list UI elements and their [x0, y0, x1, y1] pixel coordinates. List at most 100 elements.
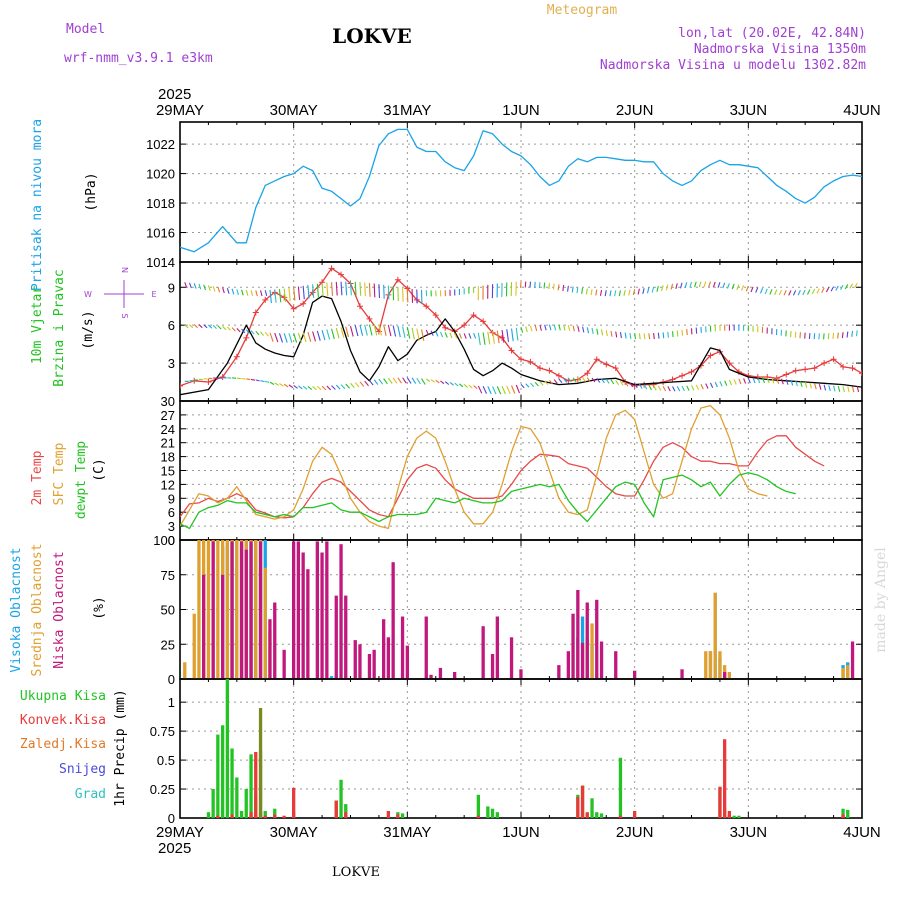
wind-direction-arrow	[340, 281, 343, 296]
wind-speed-point	[555, 372, 562, 379]
top-date-29may: 29MAY	[156, 102, 204, 119]
bar-ukupna-kisa	[344, 804, 348, 818]
temperature-ytick-label: 3	[168, 519, 175, 534]
wind-direction-arrow	[378, 284, 381, 299]
wind-direction-arrow	[340, 384, 346, 390]
wind-direction-arrow	[762, 377, 766, 384]
bar-srednja-oblacnost	[727, 672, 731, 679]
wind-speed-point	[536, 365, 543, 372]
wind-direction-arrow	[717, 282, 721, 288]
bar-srednja-oblacnost	[713, 592, 717, 679]
wind-direction-arrow	[397, 377, 402, 384]
series-line-2m-temp	[180, 435, 825, 519]
wind-direction-arrow	[236, 289, 240, 295]
wind-direction-arrow	[430, 379, 435, 383]
bar-srednja-oblacnost	[192, 613, 196, 679]
wind-direction-arrow	[841, 332, 844, 339]
wind-direction-arrow	[648, 333, 651, 340]
bar-srednja-oblacnost	[718, 651, 722, 679]
wind-direction-arrow	[312, 284, 315, 298]
precip-ytick-label: 0.5	[157, 753, 175, 768]
wind-direction-arrow	[184, 282, 188, 288]
bar-niska-oblacnost	[358, 644, 362, 679]
wind-direction-arrow	[695, 384, 700, 390]
wind-direction-arrow	[359, 282, 362, 296]
wind-speed-point	[328, 265, 335, 272]
bar-niska-oblacnost	[268, 619, 272, 679]
clouds-series-group	[183, 540, 855, 679]
wind-direction-arrow	[653, 333, 655, 340]
temp-sfc-ylabel: SFC Temp	[52, 443, 67, 506]
wind-direction-arrow	[634, 333, 637, 340]
bar-konvek-kisa	[718, 786, 722, 818]
wind-direction-arrow	[354, 281, 357, 296]
legend-convective-rain: Konvek.Kisa	[20, 713, 106, 728]
wind-direction-arrow	[741, 285, 745, 291]
wind-direction-arrow	[553, 324, 557, 331]
wind-direction-arrow	[667, 331, 669, 338]
wind-direction-arrow	[790, 379, 794, 386]
top-date-4jun: 4JUN	[843, 102, 881, 119]
wind-direction-arrow	[548, 379, 553, 385]
wind-direction-arrow	[269, 381, 275, 385]
wind-direction-arrow	[525, 383, 530, 388]
bottom-date-1jun: 1JUN	[502, 824, 540, 841]
wind-direction-arrow	[496, 330, 500, 344]
bar-ukupna-kisa	[216, 734, 220, 818]
bar-ukupna-kisa	[230, 748, 234, 818]
wind-direction-arrow	[709, 382, 714, 389]
wind-direction-arrow	[511, 385, 516, 394]
wind-direction-arrow	[567, 325, 571, 331]
bar-niska-oblacnost	[438, 667, 443, 679]
wind-direction-arrow	[302, 385, 308, 390]
cloud-high-ylabel: Visoka Oblacnost	[9, 547, 24, 672]
bar-niska-oblacnost	[367, 654, 372, 679]
wind-direction-arrow	[302, 285, 305, 300]
wind-direction-arrow	[402, 287, 404, 302]
wind-direction-arrow	[823, 333, 825, 340]
bar-niska-oblacnost	[221, 574, 225, 679]
bar-niska-oblacnost	[386, 637, 390, 679]
bar-ukupna-kisa	[490, 808, 495, 818]
wind-direction-arrow	[807, 289, 811, 295]
lonlat-info: lon,lat (20.02E, 42.84N)	[678, 26, 866, 41]
bar-ukupna-kisa	[206, 812, 211, 818]
wind-direction-arrow	[615, 380, 619, 385]
wind-direction-arrow	[530, 382, 535, 388]
precip-panel: 0 0.25 0.5 0.75 1	[150, 678, 863, 826]
cloud-panel: 0 25 50 75 100	[153, 533, 863, 687]
meteogram-title: Meteogram	[547, 3, 618, 18]
wind-direction-arrow	[567, 377, 572, 383]
wind-direction-arrow	[525, 326, 528, 333]
bar-srednja-oblacnost	[225, 540, 229, 679]
wind-direction-arrow	[548, 283, 550, 290]
pressure-series-group	[180, 128, 862, 253]
wind-direction-arrow	[297, 286, 301, 300]
wind-direction-arrow	[245, 289, 249, 296]
wind-speed-point	[688, 368, 695, 375]
wind-direction-arrow	[421, 329, 425, 341]
wind-direction-arrow	[232, 377, 237, 379]
bar-niska-oblacnost	[509, 637, 514, 679]
temperature-ytick-label: 27	[161, 408, 175, 423]
wind-direction-arrow	[279, 383, 284, 387]
wind-direction-arrow	[828, 385, 831, 392]
credit-watermark: made by Angel	[873, 547, 889, 653]
wind-direction-arrow	[774, 289, 778, 296]
wind-direction-arrow	[383, 324, 387, 336]
wind-direction-arrow	[563, 378, 568, 383]
wind-direction-arrow	[340, 327, 345, 338]
wind-direction-arrow	[842, 386, 845, 393]
precip-ylabel: 1hr Precip (mm)	[113, 689, 128, 806]
bar-niska-oblacnost	[339, 544, 343, 679]
wind-direction-arrow	[604, 290, 607, 297]
wind-direction-arrow	[851, 386, 855, 393]
wind-direction-arrow	[222, 325, 227, 331]
wind-direction-arrow	[792, 290, 797, 296]
wind-direction-arrow	[515, 327, 519, 341]
wind-direction-arrow	[259, 290, 263, 297]
wind-direction-arrow	[595, 289, 598, 296]
wind-direction-arrow	[274, 289, 277, 303]
wind-direction-arrow	[776, 378, 780, 384]
